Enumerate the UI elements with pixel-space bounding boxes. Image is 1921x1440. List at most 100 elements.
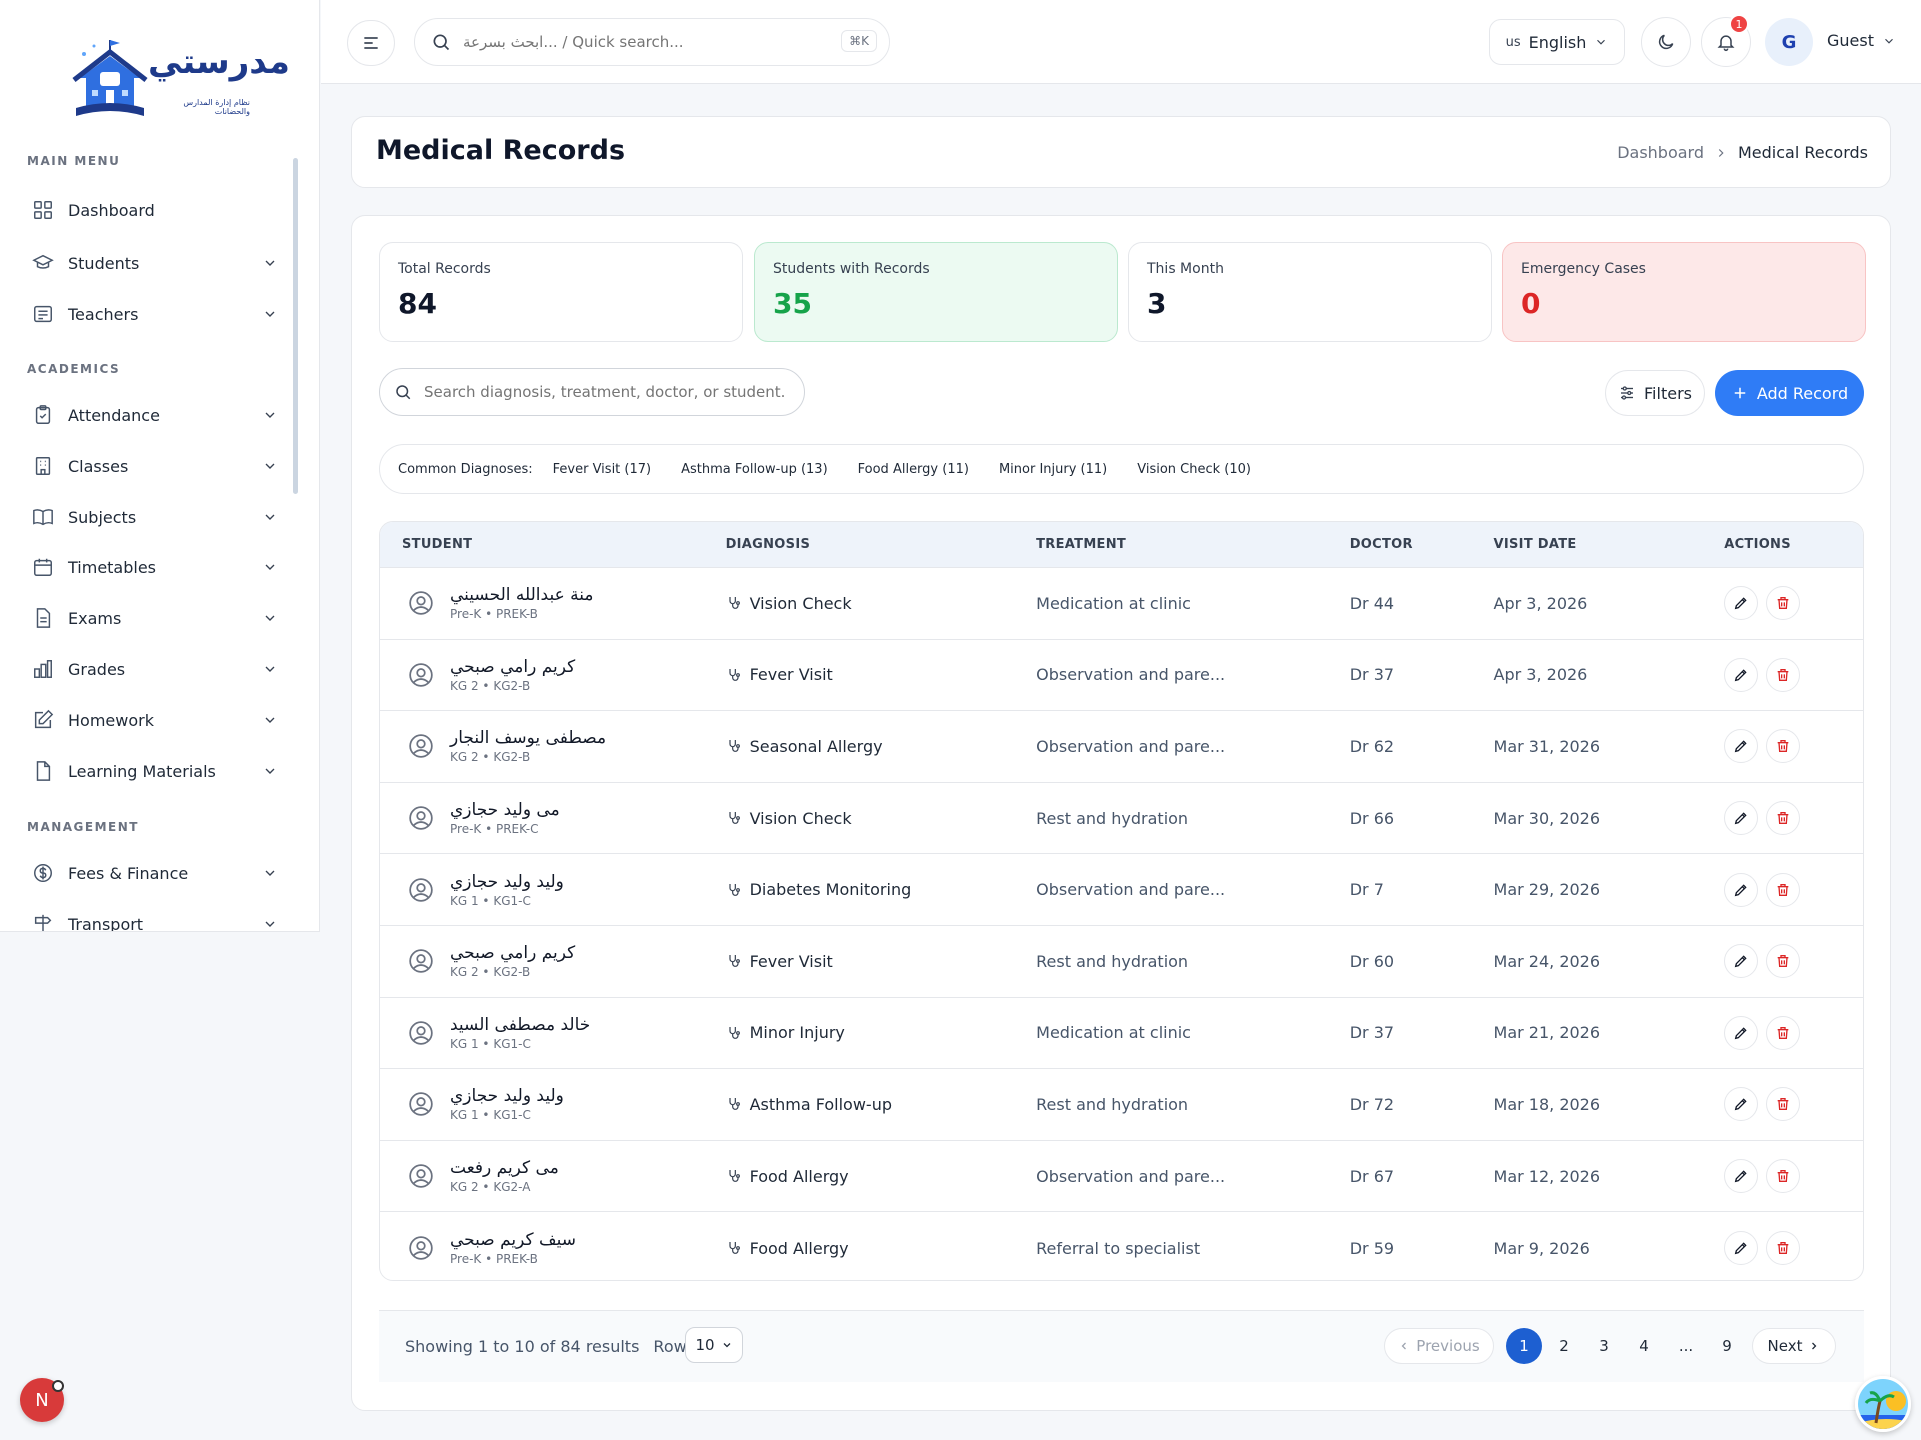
avatar[interactable]: G	[1765, 18, 1813, 66]
table-row[interactable]: مى كريم رفعت KG 2 • KG2-A Food Allergy Obse…	[380, 1141, 1863, 1213]
delete-button[interactable]	[1766, 801, 1801, 836]
sidebar-item-teachers[interactable]: Teachers	[24, 294, 284, 334]
diagnosis-chip[interactable]: Food Allergy (11)	[857, 461, 969, 477]
sidebar-item-students[interactable]: Students	[24, 243, 284, 283]
add-record-button[interactable]: Add Record	[1715, 370, 1864, 416]
page-button-2[interactable]: 2	[1559, 1337, 1569, 1355]
filters-button[interactable]: Filters	[1605, 370, 1705, 416]
table-row[interactable]: كريم رامي صبحي KG 2 • KG2-B Fever Visit Res…	[380, 926, 1863, 998]
delete-button[interactable]	[1766, 1231, 1801, 1266]
student-name[interactable]: سيف كريم صبحي	[450, 1230, 577, 1251]
sidebar-item-timetables[interactable]: Timetables	[24, 547, 284, 587]
student-cell: كريم رامي صبحي KG 2 • KG2-B	[380, 657, 726, 693]
actions-cell	[1724, 657, 1863, 692]
table-row[interactable]: وليد وليد حجازي KG 1 • KG1-C Diabetes Moni…	[380, 854, 1863, 926]
add-record-label: Add Record	[1756, 383, 1849, 403]
diagnosis-chip[interactable]: Vision Check (10)	[1137, 461, 1251, 477]
sidebar-item-fees-finance[interactable]: Fees & Finance	[24, 853, 284, 893]
delete-button[interactable]	[1766, 586, 1801, 621]
table-row[interactable]: مى وليد حجازي Pre-K • PREK-C Vision Check R…	[380, 783, 1863, 855]
diagnosis-chip[interactable]: Minor Injury (11)	[998, 461, 1108, 477]
sidebar-item-exams[interactable]: Exams	[24, 598, 284, 638]
delete-button[interactable]	[1766, 657, 1801, 692]
student-name[interactable]: منة عبدالله الحسيني	[450, 585, 594, 606]
breadcrumb-dashboard[interactable]: Dashboard	[1617, 143, 1704, 162]
student-name[interactable]: كريم رامي صبحي	[450, 656, 576, 677]
student-name[interactable]: خالد مصطفى السيد	[450, 1014, 591, 1035]
diagnosis-chip[interactable]: Fever Visit (17)	[552, 461, 652, 477]
theme-toggle-button[interactable]	[1641, 17, 1691, 67]
delete-button[interactable]	[1766, 1159, 1801, 1194]
app-logo[interactable]: مدرستي نظام إدارة المدارس والحضانات	[70, 36, 290, 122]
language-selector[interactable]: us English	[1489, 19, 1625, 65]
student-name[interactable]: كريم رامي صبحي	[450, 943, 576, 964]
assistant-launcher[interactable]	[1855, 1376, 1911, 1432]
edit-button[interactable]	[1724, 944, 1759, 979]
edit-button[interactable]	[1724, 657, 1759, 692]
edit-button[interactable]	[1724, 801, 1759, 836]
delete-button[interactable]	[1766, 1087, 1801, 1122]
edit-button[interactable]	[1724, 729, 1759, 764]
delete-button[interactable]	[1766, 1015, 1801, 1050]
student-class: KG 1 • KG1-C	[450, 1036, 531, 1051]
pencil-icon	[1734, 1242, 1747, 1255]
rows-per-page-select[interactable]: 10	[685, 1327, 743, 1363]
quick-search-input[interactable]	[463, 33, 823, 51]
table-row[interactable]: مصطفى يوسف النجار KG 2 • KG2-B Seasonal Al…	[380, 711, 1863, 783]
doctor-cell: Dr 60	[1349, 951, 1395, 971]
edit-button[interactable]	[1724, 586, 1759, 621]
student-name[interactable]: مى كريم رفعت	[450, 1158, 559, 1179]
student-name[interactable]: مصطفى يوسف النجار	[450, 728, 607, 749]
menu-toggle-button[interactable]	[347, 20, 395, 66]
user-menu[interactable]: Guest	[1827, 31, 1896, 50]
table-row[interactable]: وليد وليد حجازي KG 1 • KG1-C Asthma Follow…	[380, 1069, 1863, 1141]
table-row[interactable]: منة عبدالله الحسيني Pre-K • PREK-B Vision …	[380, 568, 1863, 640]
graduation-cap-icon	[32, 254, 54, 269]
user-circle-icon	[409, 1236, 433, 1260]
sidebar-item-dashboard[interactable]: Dashboard	[24, 190, 284, 230]
edit-button[interactable]	[1724, 872, 1759, 907]
edit-button[interactable]	[1724, 1015, 1759, 1050]
user-name: Guest	[1827, 31, 1874, 50]
treatment-cell: Medication at clinic	[1036, 1023, 1191, 1043]
pagination-bar: Showing 1 to 10 of 84 results Rows 10 Pr…	[379, 1310, 1864, 1382]
sidebar-item-grades[interactable]: Grades	[24, 649, 284, 689]
stethoscope-icon	[728, 1026, 740, 1039]
edit-button[interactable]	[1724, 1159, 1759, 1194]
file-icon	[36, 761, 51, 781]
visit-date-cell: Mar 29, 2026	[1493, 880, 1601, 900]
quick-search-box[interactable]: ⌘K	[414, 18, 890, 66]
page-button-3[interactable]: 3	[1599, 1337, 1609, 1355]
sidebar-item-subjects[interactable]: Subjects	[24, 497, 284, 537]
sidebar-scrollbar[interactable]	[293, 158, 298, 494]
delete-button[interactable]	[1766, 729, 1801, 764]
edit-button[interactable]	[1724, 1087, 1759, 1122]
page-button-1[interactable]: 1	[1506, 1328, 1542, 1364]
sidebar-item-transport[interactable]: Transport	[24, 904, 284, 931]
table-row[interactable]: خالد مصطفى السيد KG 1 • KG1-C Minor Injury…	[380, 998, 1863, 1070]
diagnosis-cell: Fever Visit	[726, 665, 1037, 684]
sidebar-item-attendance[interactable]: Attendance	[24, 395, 284, 435]
student-class: Pre-K • PREK-C	[450, 822, 539, 837]
student-name[interactable]: وليد وليد حجازي	[450, 871, 564, 892]
delete-button[interactable]	[1766, 872, 1801, 907]
table-row[interactable]: سيف كريم صبحي Pre-K • PREK-B Food Allergy R…	[380, 1212, 1863, 1280]
next-page-button[interactable]: Next	[1752, 1328, 1836, 1364]
sidebar-item-learning-materials[interactable]: Learning Materials	[24, 751, 284, 791]
table-row[interactable]: كريم رامي صبحي KG 2 • KG2-B Fever Visit Obs…	[380, 640, 1863, 712]
student-name[interactable]: مى وليد حجازي	[450, 800, 560, 821]
delete-button[interactable]	[1766, 944, 1801, 979]
page-button-9[interactable]: 9	[1722, 1337, 1732, 1355]
records-search-input[interactable]	[424, 383, 784, 401]
records-search-box[interactable]	[379, 368, 805, 416]
student-name[interactable]: وليد وليد حجازي	[450, 1086, 564, 1107]
diagnosis-text: Asthma Follow-up	[749, 1094, 892, 1114]
sidebar-item-classes[interactable]: Classes	[24, 446, 284, 486]
student-cell: مى وليد حجازي Pre-K • PREK-C	[380, 800, 726, 836]
diagnosis-chip[interactable]: Asthma Follow-up (13)	[681, 461, 828, 477]
page-button-4[interactable]: 4	[1639, 1337, 1649, 1355]
edit-button[interactable]	[1724, 1231, 1759, 1266]
sidebar-item-homework[interactable]: Homework	[24, 700, 284, 740]
student-cell: خالد مصطفى السيد KG 1 • KG1-C	[380, 1015, 726, 1051]
previous-page-button[interactable]: Previous	[1384, 1328, 1494, 1364]
